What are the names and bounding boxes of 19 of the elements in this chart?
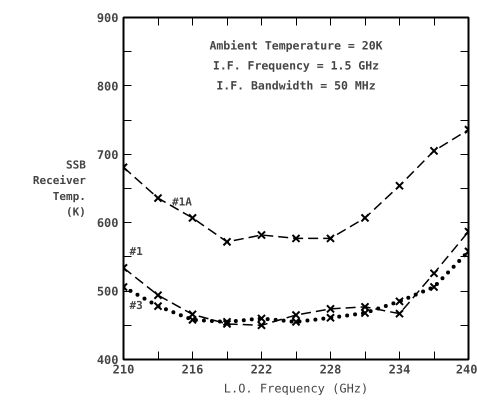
x-tick-label: 228 (320, 362, 342, 376)
y-tick-label: 700 (96, 148, 119, 162)
annotation: I.F. Bandwidth = 50 MHz (216, 78, 376, 92)
x-tick-label: 234 (388, 362, 410, 376)
x-tick-label: 240 (456, 362, 477, 376)
y-tick-label: 800 (96, 79, 119, 94)
x-axis-title: L.O. Frequency (GHz) (224, 382, 368, 396)
series-label: #1A (172, 196, 192, 209)
annotation: I.F. Frequency = 1.5 GHz (212, 58, 380, 72)
y-axis-title: SSB Receiver Temp. (K) (32, 158, 86, 218)
annotation: Ambient Temperature = 20K (209, 38, 383, 52)
legend-label: #1 (130, 244, 144, 258)
y-tick-label: 900 (96, 11, 119, 25)
x-tick-label: 210 (112, 362, 134, 376)
x-tick-label: 216 (182, 362, 204, 376)
y-tick-label: 500 (96, 284, 119, 299)
series-label: #3 (130, 298, 143, 312)
x-tick-label: 222 (250, 362, 272, 376)
y-tick-label: 600 (96, 216, 119, 230)
